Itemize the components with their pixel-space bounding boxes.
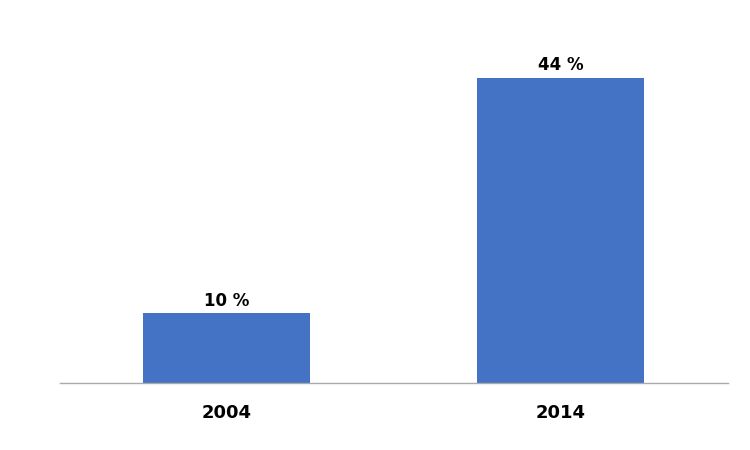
Text: 44 %: 44 % (538, 56, 584, 74)
Bar (143, 313, 310, 382)
Bar (477, 77, 644, 382)
Text: 10 %: 10 % (204, 292, 250, 310)
